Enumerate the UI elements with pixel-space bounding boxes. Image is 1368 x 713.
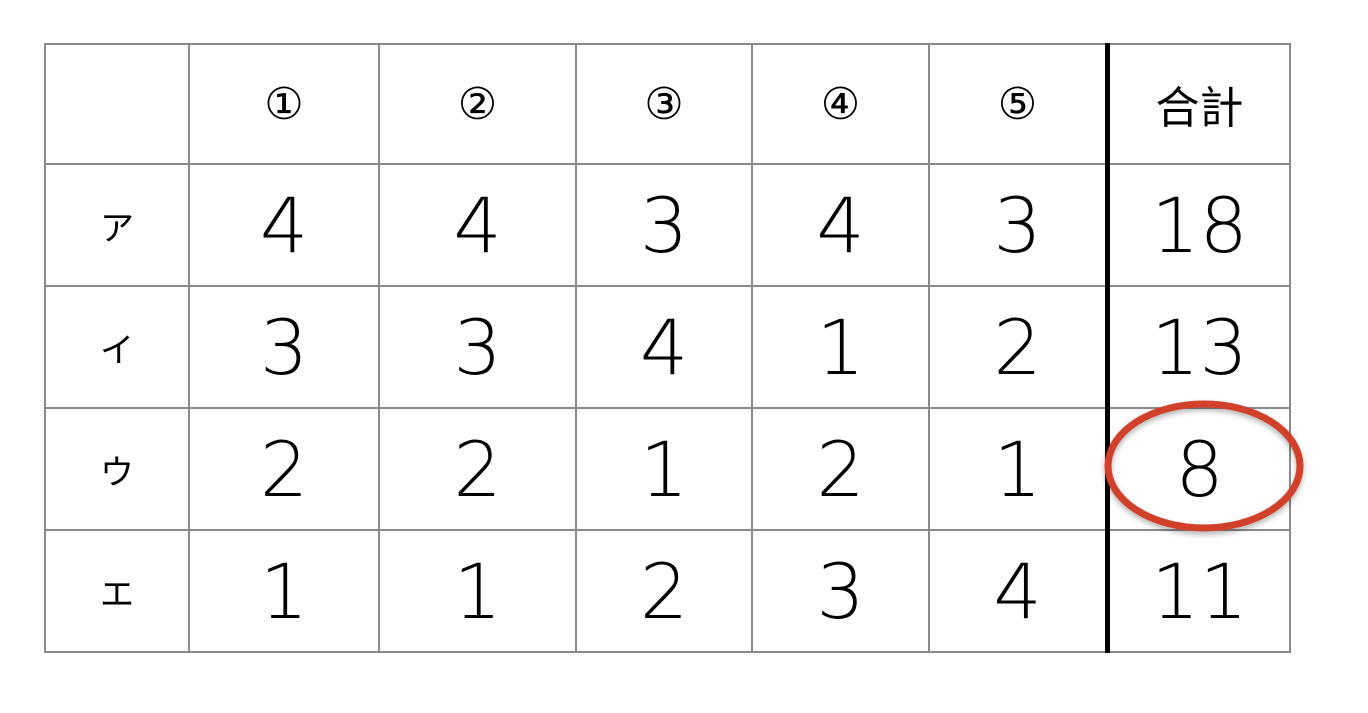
corner-cell: [44, 43, 190, 165]
row-label: イ: [44, 285, 190, 409]
cell: 4: [188, 163, 380, 287]
total-cell: 13: [1105, 285, 1291, 409]
cell: 1: [188, 529, 380, 653]
cell: 1: [575, 407, 753, 531]
total-cell: 8: [1105, 407, 1291, 531]
row-label: エ: [44, 529, 190, 653]
column-header: ⑤: [928, 43, 1109, 165]
column-header: ①: [188, 43, 380, 165]
cell: 1: [928, 407, 1109, 531]
cell: 4: [378, 163, 577, 287]
column-header: ④: [751, 43, 930, 165]
row-label: ウ: [44, 407, 190, 531]
cell: 2: [928, 285, 1109, 409]
table-row: イ 3 3 4 1 2 13: [44, 285, 1291, 409]
row-label: ア: [44, 163, 190, 287]
score-table: ① ② ③ ④ ⑤ 合計 ア 4 4 3 4 3 18 イ 3 3 4 1 2 …: [44, 43, 1291, 653]
column-header: ②: [378, 43, 577, 165]
cell: 4: [928, 529, 1109, 653]
table-row: ア 4 4 3 4 3 18: [44, 163, 1291, 287]
cell: 3: [378, 285, 577, 409]
cell: 3: [928, 163, 1109, 287]
cell: 2: [751, 407, 930, 531]
cell: 3: [751, 529, 930, 653]
cell: 1: [378, 529, 577, 653]
cell: 4: [575, 285, 753, 409]
total-header: 合計: [1105, 43, 1291, 165]
header-row: ① ② ③ ④ ⑤ 合計: [44, 43, 1291, 165]
cell: 3: [188, 285, 380, 409]
table-row: エ 1 1 2 3 4 11: [44, 529, 1291, 653]
cell: 2: [575, 529, 753, 653]
total-cell: 18: [1105, 163, 1291, 287]
column-header: ③: [575, 43, 753, 165]
cell: 3: [575, 163, 753, 287]
cell: 1: [751, 285, 930, 409]
total-cell: 11: [1105, 529, 1291, 653]
table-row: ウ 2 2 1 2 1 8: [44, 407, 1291, 531]
cell: 4: [751, 163, 930, 287]
cell: 2: [188, 407, 380, 531]
cell: 2: [378, 407, 577, 531]
